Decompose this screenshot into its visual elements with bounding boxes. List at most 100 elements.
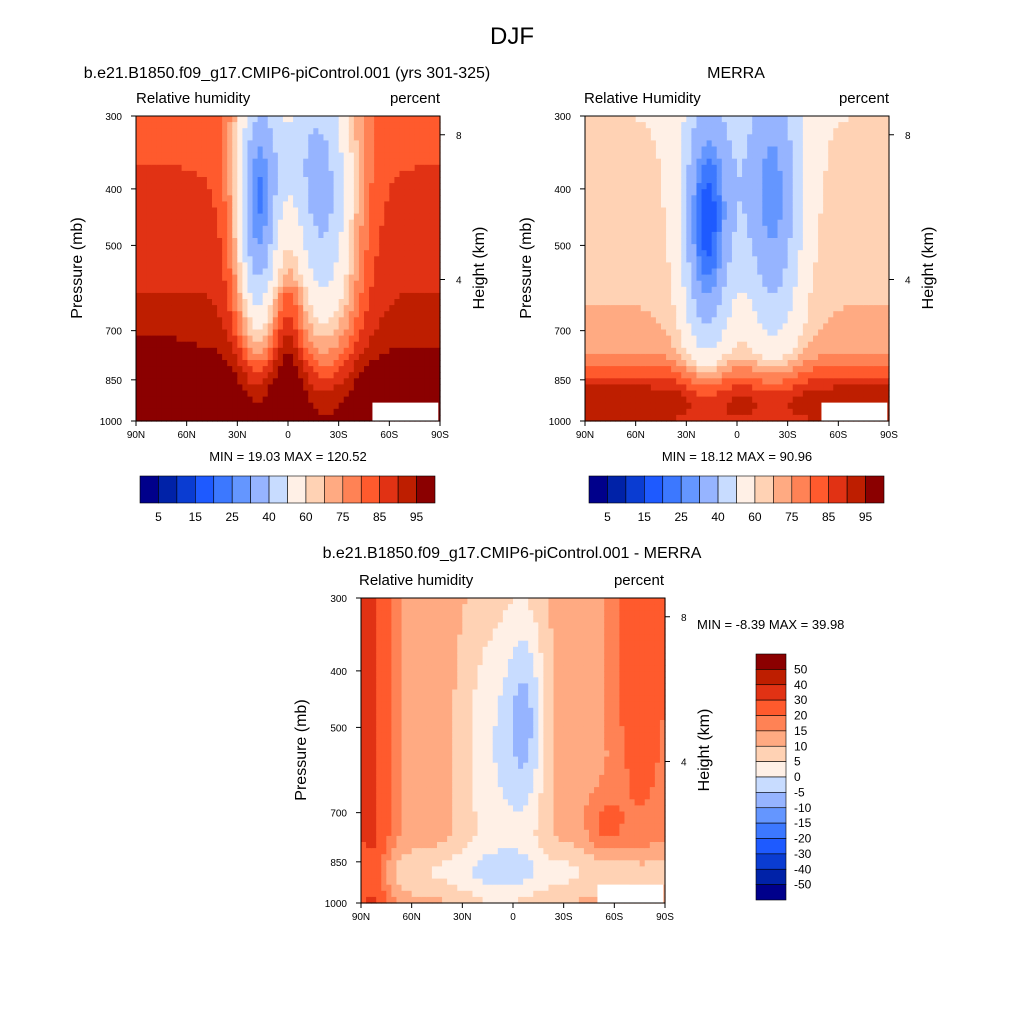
heatmap-cell (136, 336, 142, 343)
heatmap-cell (141, 177, 147, 184)
heatmap-cell (197, 214, 203, 221)
heatmap-cell (747, 153, 753, 160)
heatmap-cell (288, 244, 294, 251)
heatmap-cell (227, 147, 233, 154)
heatmap-cell (263, 354, 269, 361)
heatmap-cell (187, 189, 193, 196)
heatmap-cell (136, 256, 142, 263)
heatmap-cell (590, 214, 596, 221)
heatmap-cell (298, 360, 304, 367)
heatmap-cell (661, 317, 667, 324)
heatmap-cell (349, 299, 355, 306)
heatmap-cell (227, 177, 233, 184)
heatmap-cell (156, 134, 162, 141)
heatmap-cell (313, 403, 319, 410)
heatmap-cell (399, 293, 405, 300)
heatmap-cell (207, 171, 213, 178)
heatmap-cell (318, 403, 324, 410)
heatmap-cell (767, 366, 773, 373)
heatmap-cell (283, 397, 289, 404)
heatmap-cell (727, 183, 733, 190)
heatmap-cell (651, 214, 657, 221)
heatmap-cell (354, 183, 360, 190)
heatmap-cell (762, 348, 768, 355)
heatmap-cell (778, 171, 784, 178)
heatmap-cell (151, 128, 157, 135)
heatmap-cell (202, 311, 208, 318)
heatmap-cell (712, 348, 718, 355)
heatmap-cell (410, 226, 416, 233)
heatmap-cell (681, 391, 687, 398)
heatmap-cell (379, 372, 385, 379)
heatmap-cell (722, 171, 728, 178)
heatmap-cell (136, 342, 142, 349)
heatmap-cell (651, 378, 657, 385)
heatmap-cell (737, 238, 743, 245)
heatmap-cell (339, 244, 345, 251)
heatmap-cell (344, 397, 350, 404)
heatmap-cell (707, 287, 713, 294)
panel-title: MERRA (707, 65, 765, 82)
heatmap-cell (661, 366, 667, 373)
heatmap-cell (171, 189, 177, 196)
heatmap-cell (339, 299, 345, 306)
heatmap-cell (374, 220, 380, 227)
heatmap-cell (242, 372, 248, 379)
heatmap-cell (187, 342, 193, 349)
heatmap-cell (727, 165, 733, 172)
heatmap-cell (425, 342, 431, 349)
heatmap-cell (329, 140, 335, 147)
heatmap-cell (696, 281, 702, 288)
heatmap-cell (707, 360, 713, 367)
heatmap-cell (207, 134, 213, 141)
heatmap-cell (187, 214, 193, 221)
heatmap-cell (666, 189, 672, 196)
heatmap-cell (227, 250, 233, 257)
heatmap-cell (182, 165, 188, 172)
heatmap-cell (278, 342, 284, 349)
heatmap-cell (595, 208, 601, 215)
heatmap-cell (767, 403, 773, 410)
heatmap-cell (651, 122, 657, 129)
heatmap-cell (278, 287, 284, 294)
heatmap-cell (242, 232, 248, 239)
heatmap-cell (253, 244, 259, 251)
heatmap-cell (425, 330, 431, 337)
heatmap-cell (405, 378, 411, 385)
heatmap-cell (389, 244, 395, 251)
heatmap-cell (732, 220, 738, 227)
heatmap-cell (772, 195, 778, 202)
heatmap-cell (293, 238, 299, 245)
heatmap-cell (430, 323, 436, 330)
heatmap-cell (585, 250, 591, 257)
heatmap-cell (707, 281, 713, 288)
heatmap-cell (600, 201, 606, 208)
heatmap-cell (691, 214, 697, 221)
heatmap-cell (707, 311, 713, 318)
heatmap-cell (156, 128, 162, 135)
heatmap-cell (656, 116, 662, 123)
heatmap-cell (171, 391, 177, 398)
heatmap-cell (671, 299, 677, 306)
heatmap-cell (323, 122, 329, 129)
heatmap-cell (283, 165, 289, 172)
heatmap-cell (717, 128, 723, 135)
heatmap-cell (681, 250, 687, 257)
heatmap-cell (757, 299, 763, 306)
heatmap-cell (369, 348, 375, 355)
heatmap-cell (222, 409, 228, 416)
heatmap-cell (636, 134, 642, 141)
heatmap-cell (227, 171, 233, 178)
heatmap-cell (359, 116, 365, 123)
heatmap-cell (636, 226, 642, 233)
heatmap-cell (626, 220, 632, 227)
heatmap-cell (620, 116, 626, 123)
heatmap-cell (344, 177, 350, 184)
heatmap-cell (156, 275, 162, 282)
heatmap-cell (197, 244, 203, 251)
heatmap-cell (197, 293, 203, 300)
heatmap-cell (258, 397, 264, 404)
heatmap-cell (646, 342, 652, 349)
heatmap-cell (389, 208, 395, 215)
heatmap-cell (727, 269, 733, 276)
